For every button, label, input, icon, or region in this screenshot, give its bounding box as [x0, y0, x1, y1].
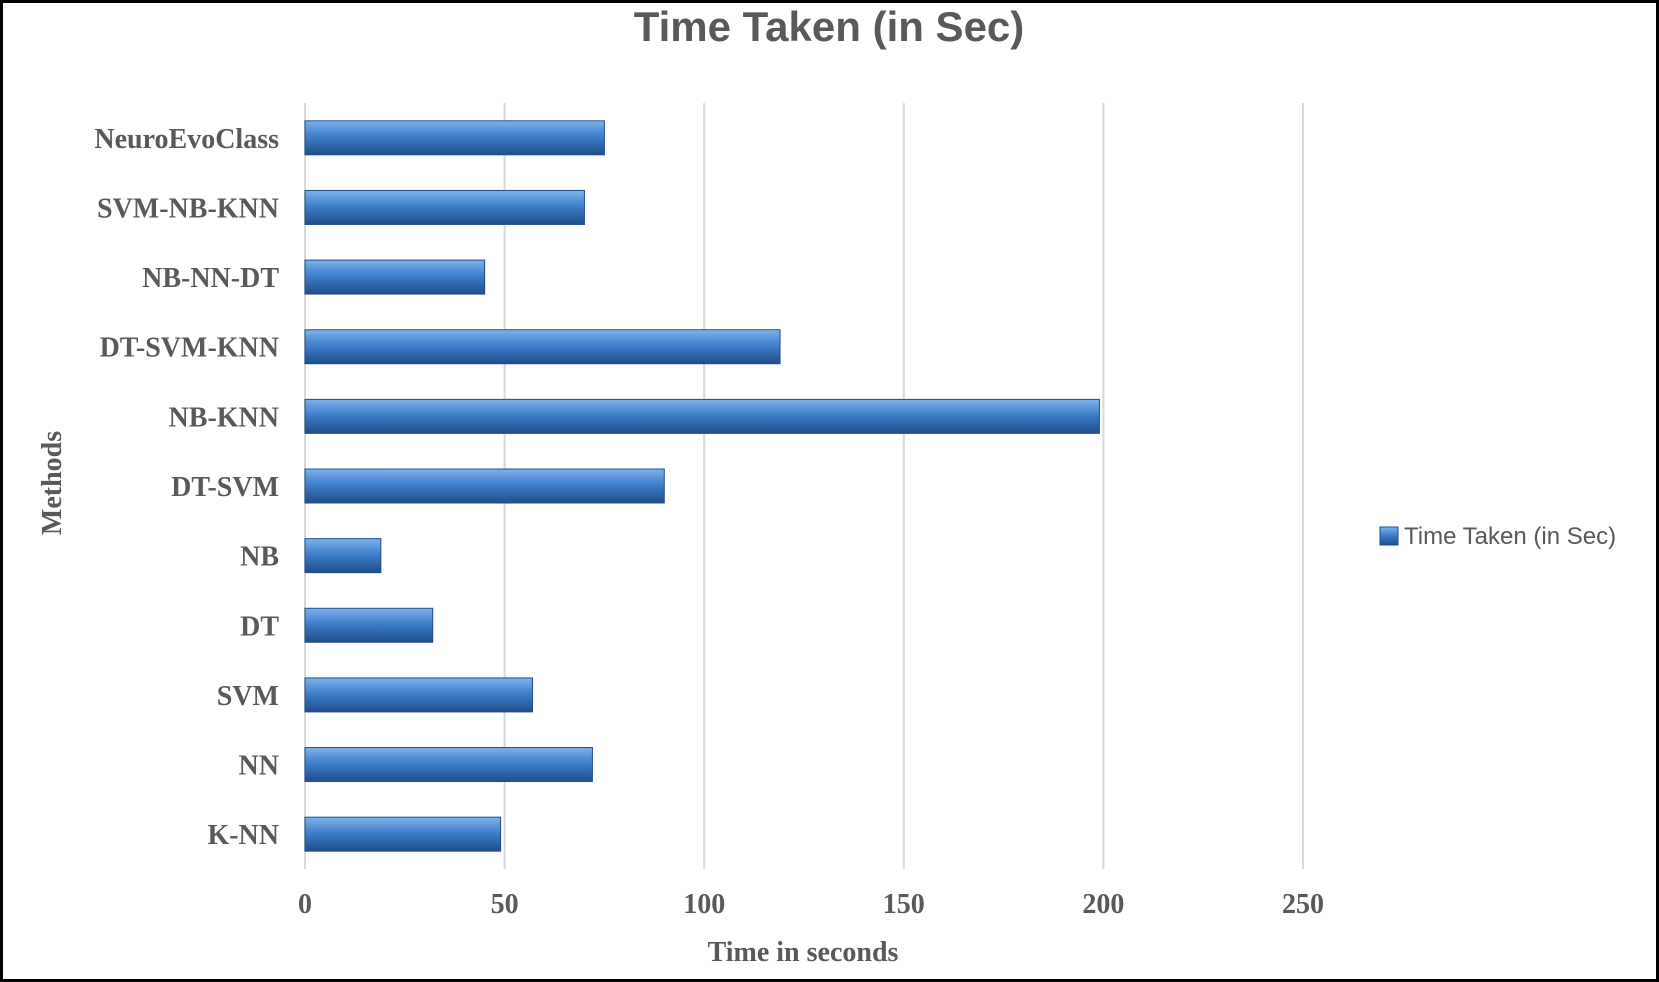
- bar: [304, 329, 781, 365]
- category-label: NB: [240, 542, 279, 573]
- category-label: DT-SVM-KNN: [100, 333, 279, 364]
- bar-chart: Time Taken (in Sec) NeuroEvoClass SVM-NB-…: [37, 3, 1616, 968]
- y-axis-title: Methods: [37, 431, 68, 535]
- bar: [304, 120, 605, 156]
- x-tick-labels: 0 50 100 150 200 250: [298, 889, 1324, 920]
- category-label: DT: [240, 611, 279, 642]
- category-label: DT-SVM: [171, 472, 279, 503]
- bar: [304, 538, 382, 574]
- category-label: NB-KNN: [169, 402, 279, 433]
- gridlines: [304, 103, 1304, 869]
- bar: [304, 259, 486, 295]
- bar: [304, 607, 434, 643]
- legend-label: Time Taken (in Sec): [1404, 523, 1616, 550]
- x-tick-label: 0: [298, 889, 312, 920]
- bar: [304, 468, 665, 504]
- bar: [304, 747, 593, 783]
- chart-title: Time Taken (in Sec): [634, 3, 1025, 50]
- legend-swatch: [1379, 526, 1399, 546]
- bar: [304, 677, 534, 713]
- category-label: NB-NN-DT: [142, 263, 279, 294]
- category-label: SVM: [217, 681, 279, 712]
- x-tick-label: 200: [1082, 889, 1124, 920]
- category-labels: NeuroEvoClass SVM-NB-KNN NB-NN-DT DT-SVM-KN…: [94, 124, 279, 851]
- x-tick-label: 50: [491, 889, 519, 920]
- bars: [304, 120, 1100, 852]
- x-tick-label: 150: [883, 889, 925, 920]
- bar: [304, 816, 502, 852]
- x-axis-title: Time in seconds: [708, 937, 899, 968]
- bar: [304, 398, 1100, 434]
- category-label: SVM-NB-KNN: [97, 193, 279, 224]
- legend: Time Taken (in Sec): [1379, 523, 1616, 550]
- x-tick-label: 250: [1282, 889, 1324, 920]
- x-tick-label: 100: [683, 889, 725, 920]
- category-label: NeuroEvoClass: [94, 124, 279, 155]
- category-label: NN: [239, 751, 279, 782]
- bar: [304, 189, 585, 225]
- category-label: K-NN: [207, 820, 279, 851]
